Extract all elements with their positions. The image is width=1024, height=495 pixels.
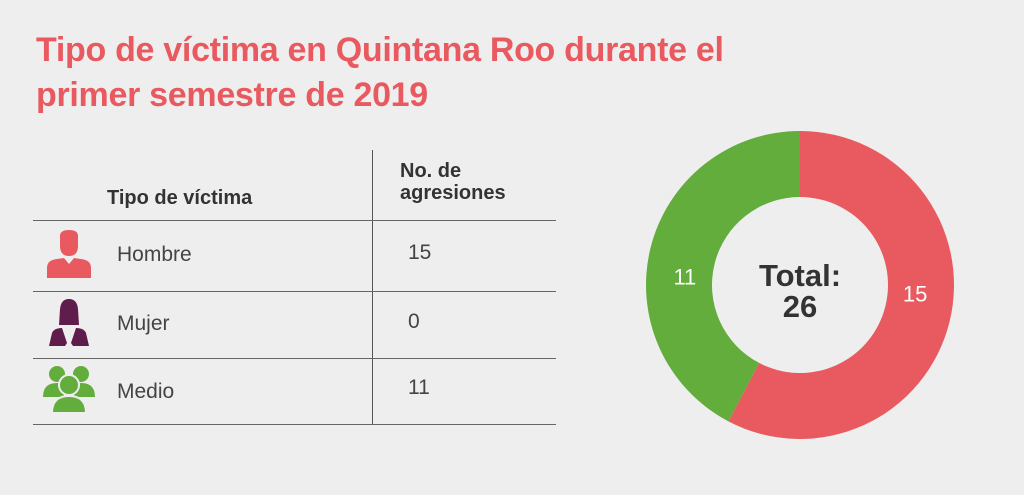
victim-table: Tipo de víctima No. de agresiones Hombre… — [33, 150, 556, 425]
center-label-total: Total: — [759, 258, 841, 293]
row-value-medio: 11 — [408, 376, 430, 399]
row-label-medio: Medio — [117, 380, 175, 403]
woman-icon — [49, 299, 89, 346]
donut-chart: 15 11 Total: 26 — [645, 131, 954, 439]
slice-label-medio: 11 — [673, 264, 696, 289]
donut-slices — [645, 131, 954, 439]
row-divider — [33, 358, 556, 359]
slice-label-hombre: 15 — [903, 282, 927, 307]
man-icon — [47, 230, 91, 278]
header-agresiones: No. de agresiones — [400, 160, 506, 204]
row-label-mujer: Mujer — [117, 312, 170, 335]
table-bottom-border — [33, 424, 556, 425]
group-icon — [43, 366, 95, 413]
column-divider — [372, 150, 373, 425]
donut-slice-medio — [645, 131, 800, 422]
donut-slice-hombre — [728, 131, 954, 439]
row-value-hombre: 15 — [408, 241, 432, 264]
row-label-hombre: Hombre — [117, 243, 192, 266]
title-line-1: Tipo de víctima en Quintana Roo durante … — [36, 31, 724, 69]
header-divider — [33, 220, 556, 221]
row-value-mujer: 0 — [408, 310, 420, 333]
center-label-value: 26 — [783, 289, 817, 324]
title-line-2: primer semestre de 2019 — [36, 76, 428, 114]
header-tipo: Tipo de víctima — [107, 187, 253, 209]
row-divider — [33, 291, 556, 292]
page-title: Tipo de víctima en Quintana Roo durante … — [36, 28, 724, 118]
